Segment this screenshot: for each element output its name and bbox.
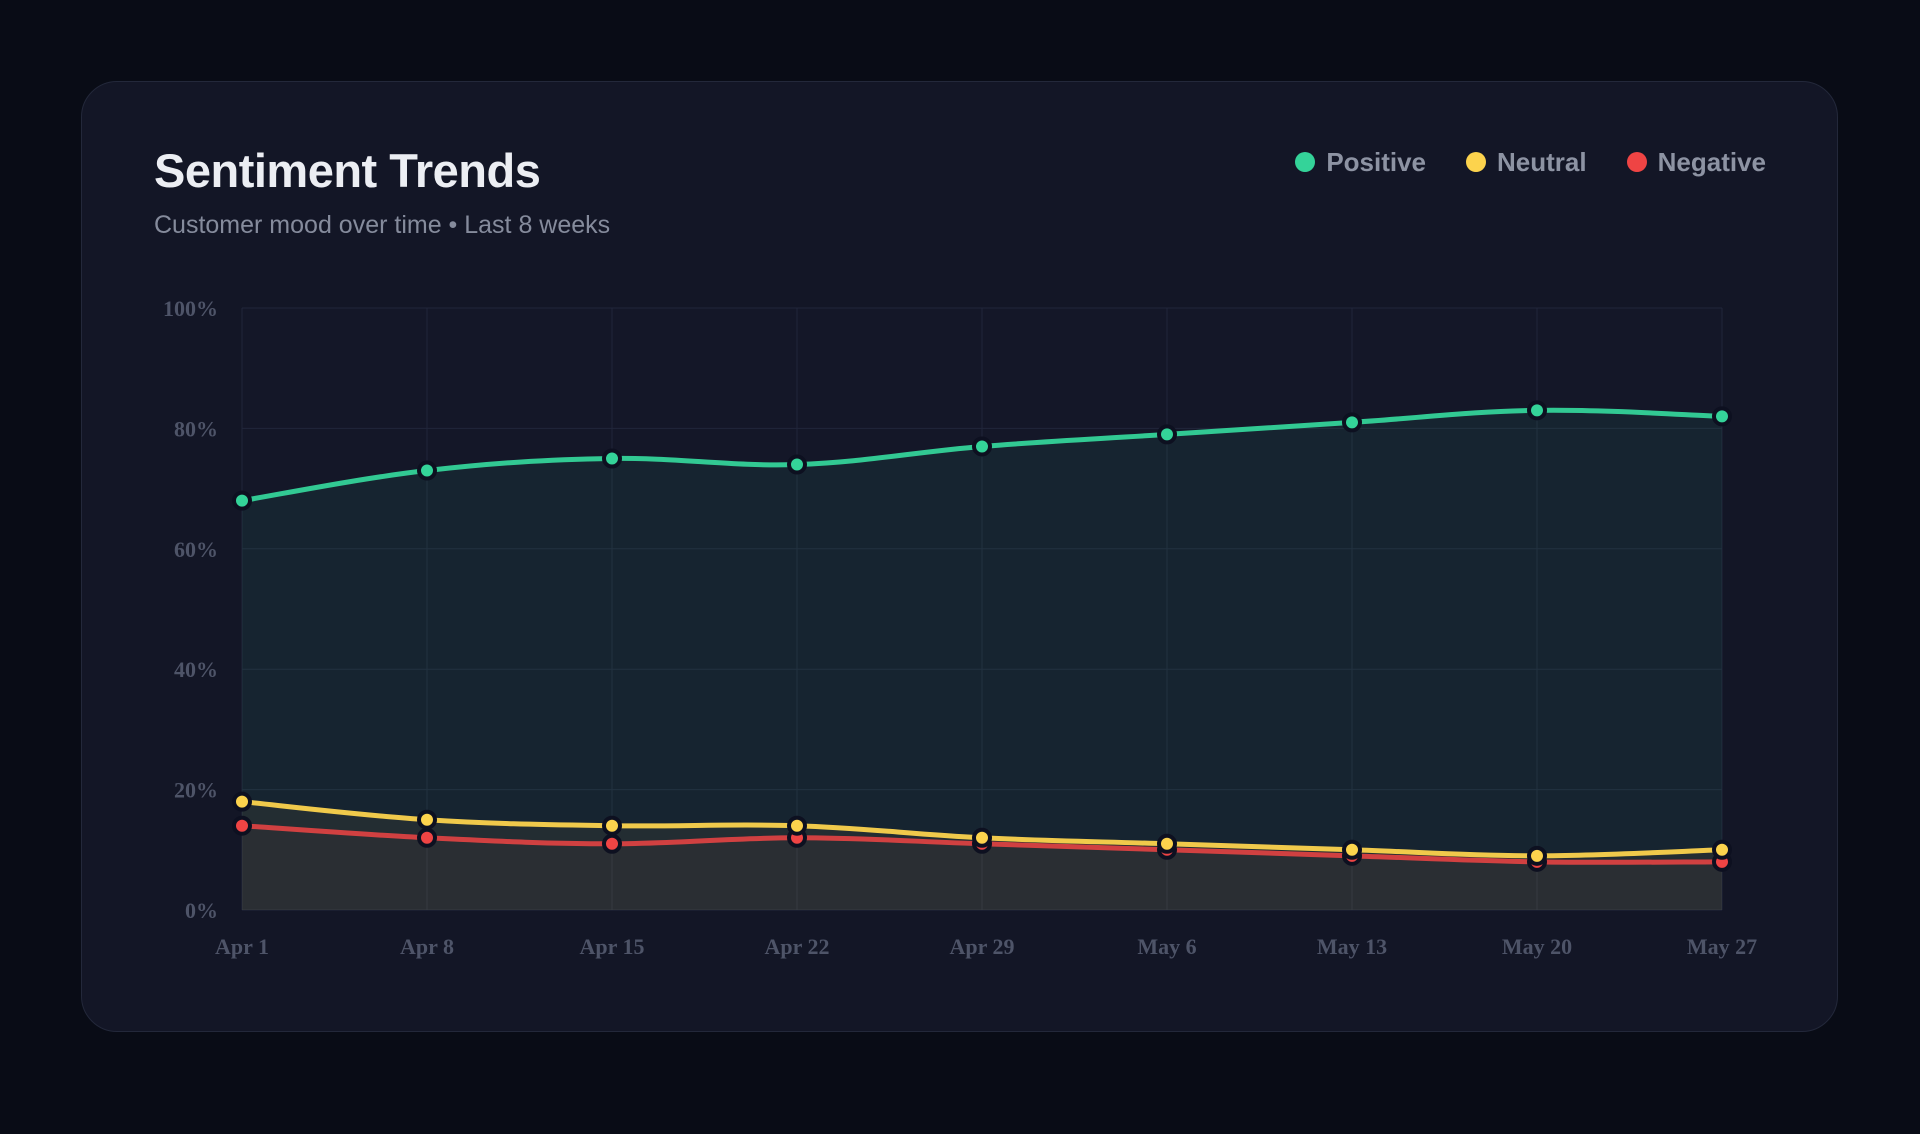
legend-item-positive[interactable]: Positive xyxy=(1295,147,1426,178)
y-tick-label: 20% xyxy=(174,778,218,803)
x-tick-label: Apr 8 xyxy=(400,934,454,959)
data-point-neutral xyxy=(602,815,622,836)
chart-subtitle: Customer mood over time • Last 8 weeks xyxy=(154,211,611,239)
data-point-neutral xyxy=(1527,845,1547,866)
x-tick-label: Apr 29 xyxy=(950,934,1015,959)
data-point-neutral xyxy=(787,815,807,836)
data-point-positive xyxy=(1527,400,1547,421)
legend-label-neutral: Neutral xyxy=(1497,146,1587,177)
chart-points xyxy=(232,400,1732,872)
chart-grid xyxy=(241,307,1723,911)
y-tick-label: 40% xyxy=(174,657,218,682)
data-point-negative xyxy=(232,815,252,836)
data-point-positive xyxy=(1712,406,1732,427)
x-tick-label: Apr 15 xyxy=(580,934,645,959)
data-point-neutral xyxy=(232,791,252,812)
data-point-positive xyxy=(232,490,252,511)
y-tick-label: 0% xyxy=(185,898,218,923)
x-axis-ticks: Apr 1 Apr 8 Apr 15 Apr 22 Apr 29 May 6 May 13 M… xyxy=(215,934,1757,959)
data-point-negative xyxy=(417,827,437,848)
data-point-neutral xyxy=(1342,839,1362,860)
data-point-neutral xyxy=(972,827,992,848)
chart-legend: Positive Neutral Negative xyxy=(1295,144,1766,180)
x-tick-label: May 6 xyxy=(1137,934,1196,959)
legend-dot-negative xyxy=(1626,152,1647,172)
data-point-positive xyxy=(787,454,807,475)
data-point-positive xyxy=(1157,424,1177,445)
chart-title: Sentiment Trends xyxy=(154,144,541,197)
y-tick-label: 60% xyxy=(174,537,218,562)
x-tick-label: Apr 1 xyxy=(215,934,269,959)
y-axis-ticks: 0% 20% 40% 60% 80% 100% xyxy=(163,296,218,923)
x-tick-label: May 27 xyxy=(1687,934,1757,959)
legend-item-negative[interactable]: Negative xyxy=(1626,146,1766,178)
data-point-positive xyxy=(1342,412,1362,433)
area-positive xyxy=(242,410,1722,910)
y-tick-label: 100% xyxy=(163,296,218,321)
data-point-negative xyxy=(602,833,622,854)
data-point-positive xyxy=(417,460,437,481)
legend-dot-neutral xyxy=(1466,152,1487,172)
legend-label-negative: Negative xyxy=(1657,146,1766,177)
data-point-neutral xyxy=(417,809,437,830)
x-tick-label: May 13 xyxy=(1317,934,1387,959)
legend-item-neutral[interactable]: Neutral xyxy=(1466,147,1587,178)
y-tick-label: 80% xyxy=(174,416,218,441)
x-tick-label: May 20 xyxy=(1502,934,1572,959)
data-point-neutral xyxy=(1157,833,1177,854)
data-point-positive xyxy=(972,436,992,457)
legend-dot-positive xyxy=(1295,152,1316,172)
x-tick-label: Apr 22 xyxy=(765,934,830,959)
data-point-positive xyxy=(602,448,622,469)
data-point-neutral xyxy=(1712,839,1732,860)
legend-label-positive: Positive xyxy=(1326,146,1427,177)
